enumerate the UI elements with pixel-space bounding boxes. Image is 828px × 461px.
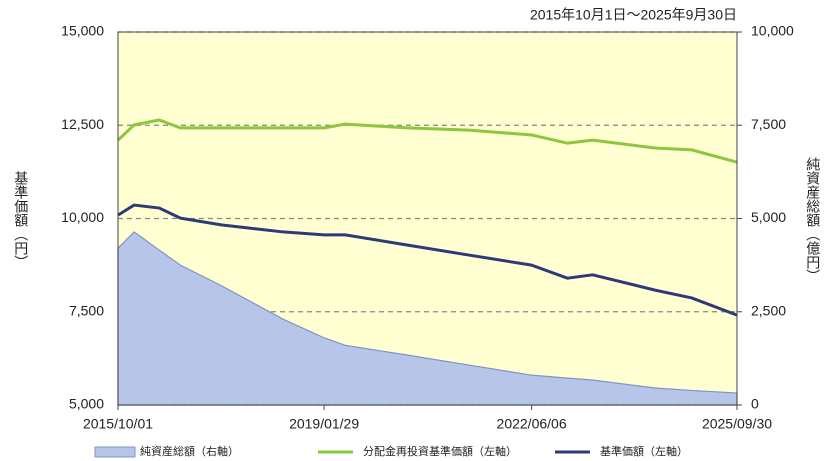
x-tick-label: 2025/09/30: [702, 416, 772, 432]
y2-tick-label: 5,000: [751, 209, 786, 225]
legend-swatch: [94, 446, 136, 458]
line: [116, 118, 738, 164]
y-tick-label: 10,000: [61, 209, 104, 225]
legend-label: 分配金再投資基準価額（左軸）: [363, 444, 517, 458]
x-tick-label: 2015/10/01: [83, 416, 153, 432]
line: [117, 203, 738, 317]
y2-tick-label: 0: [751, 396, 759, 412]
legend-label: 純資産総額（右軸）: [140, 444, 239, 458]
y2-tick-label: 2,500: [751, 302, 786, 318]
subtitle: 2015年10月1日～2025年9月30日: [530, 7, 737, 23]
y2-tick-label: 10,000: [751, 23, 794, 39]
y2-axis-label: 純資産総額（億円）: [805, 157, 821, 283]
legend-label: 基準価額（左軸）: [600, 444, 688, 458]
plot-frame: [117, 31, 738, 406]
x-tick-label: 2019/01/29: [289, 416, 359, 432]
y-tick-label: 7,500: [69, 302, 104, 318]
y-tick-label: 12,500: [61, 116, 104, 132]
x-tick-label: 2022/06/06: [497, 416, 567, 432]
y-tick-label: 15,000: [61, 23, 104, 39]
y-axis-label: 基準価額（円）: [13, 170, 29, 269]
y-tick-label: 5,000: [69, 396, 104, 412]
y2-tick-label: 7,500: [751, 116, 786, 132]
